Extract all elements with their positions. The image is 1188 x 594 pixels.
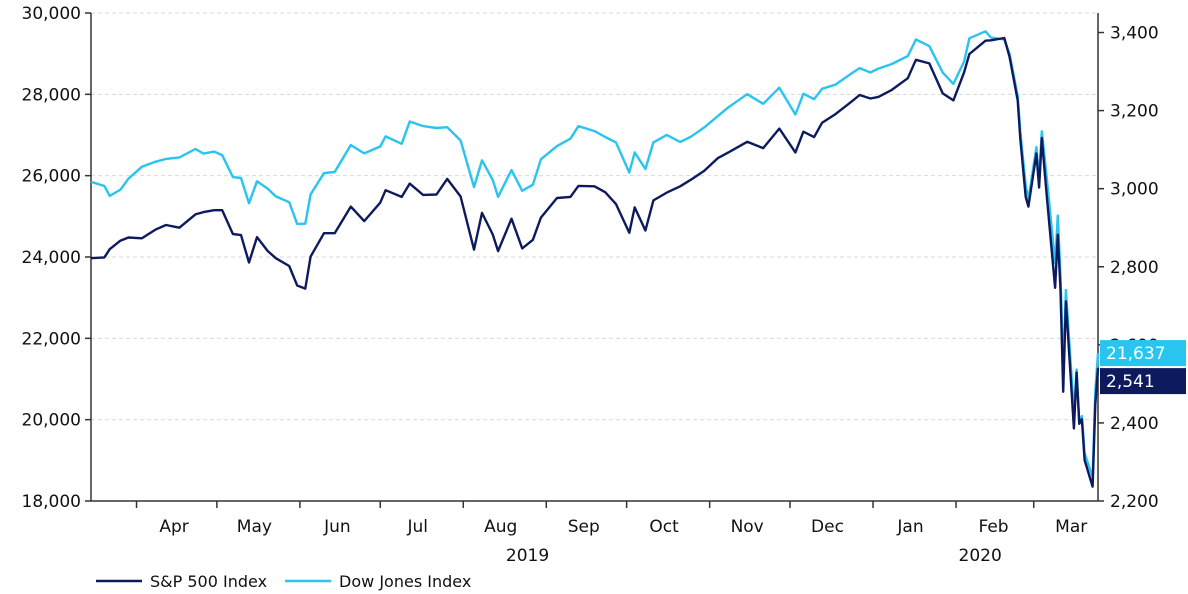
legend: S&P 500 Index Dow Jones Index [96, 572, 471, 591]
end-value-label: 2,541 [1106, 372, 1155, 392]
series-lines [90, 30, 1100, 488]
x-axis-month-label: May [237, 517, 272, 537]
left-axis-tick-label: 20,000 [22, 411, 81, 431]
right-axis-tick-label: 3,400 [1110, 24, 1159, 44]
x-axis-month-label: Dec [811, 517, 844, 537]
end-labels: 21,637 2,541 [1100, 340, 1186, 395]
left-axis-tick-label: 30,000 [22, 4, 81, 24]
x-axis-month-label: Oct [649, 517, 679, 537]
right-axis-tick-label: 2,800 [1110, 258, 1159, 278]
x-axis-month-label: Jun [323, 517, 351, 537]
legend-label: Dow Jones Index [339, 572, 471, 591]
left-axis-tick-label: 18,000 [22, 492, 81, 512]
right-axis-tick-label: 2,400 [1110, 414, 1159, 434]
x-axis-month-label: Jul [406, 517, 428, 537]
x-axis-year-label: 2020 [959, 546, 1002, 566]
end-value-box [1100, 340, 1186, 367]
series-line-s-p-500-index [90, 36, 1100, 488]
right-axis-tick-label: 3,000 [1110, 180, 1159, 200]
legend-label: S&P 500 Index [150, 572, 267, 591]
end-value-label: 21,637 [1106, 344, 1165, 364]
axis-labels: 18,000 20,000 22,000 24,000 26,000 28,000 30,0… [22, 4, 1159, 566]
x-axis-month-label: Jan [896, 517, 923, 537]
left-axis-tick-label: 22,000 [22, 329, 81, 349]
left-axis-tick-label: 26,000 [22, 167, 81, 187]
right-axis-tick-label: 3,200 [1110, 102, 1159, 122]
x-axis-month-label: Sep [568, 517, 600, 537]
x-axis-month-label: Nov [731, 517, 764, 537]
left-axis-tick-label: 28,000 [22, 85, 81, 105]
x-axis-month-label: Mar [1055, 517, 1087, 537]
right-axis-tick-label: 2,200 [1110, 492, 1159, 512]
x-axis-month-label: Feb [978, 517, 1008, 537]
series-line-dow-jones-index [90, 30, 1100, 479]
gridlines [91, 12, 1098, 421]
left-axis-tick-label: 24,000 [22, 248, 81, 268]
x-axis-month-label: Aug [484, 517, 517, 537]
end-value-box [1100, 368, 1186, 395]
axes [85, 12, 1104, 508]
x-axis-month-label: Apr [159, 517, 188, 537]
x-axis-year-label: 2019 [506, 546, 549, 566]
